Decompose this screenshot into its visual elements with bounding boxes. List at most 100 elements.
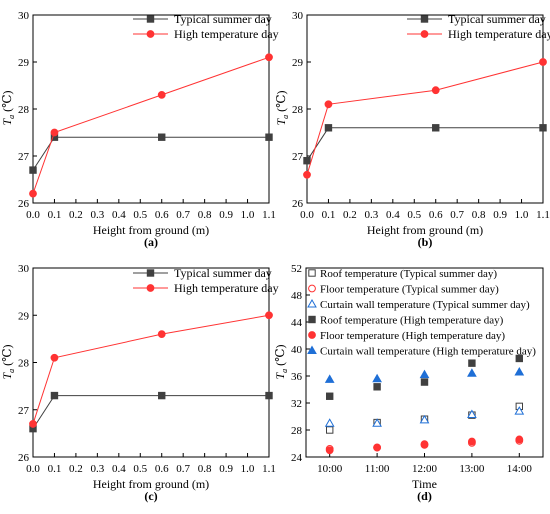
x-tick-label: 0.0: [300, 209, 314, 221]
data-point: [325, 446, 334, 455]
series-group: Typical summer day: [303, 12, 547, 165]
legend-marker: [146, 30, 155, 38]
series-group: High temperature day: [303, 27, 550, 179]
data-point: [373, 383, 381, 391]
data-point: [432, 124, 440, 132]
y-tick-label: 26: [18, 198, 30, 210]
y-tick-label: 44: [291, 317, 303, 329]
y-tick-label: 29: [18, 57, 30, 69]
x-tick-label: 0.2: [69, 209, 83, 221]
x-tick-label: 0.7: [176, 209, 190, 221]
x-axis-label: Time: [412, 477, 437, 491]
legend-marker: [308, 315, 316, 324]
y-tick-label: 26: [292, 198, 304, 210]
data-point: [539, 124, 547, 132]
data-point: [265, 391, 273, 400]
legend-marker: [308, 284, 316, 293]
legend-marker: [146, 15, 155, 23]
x-tick-label: 0.5: [407, 209, 421, 221]
y-tick-label: 32: [291, 398, 302, 410]
y-axis-label-sub: a: [7, 115, 16, 119]
x-tick-label: 0.3: [364, 209, 378, 221]
data-point: [420, 440, 429, 449]
x-tick-label: 1.1: [262, 463, 276, 475]
legend-label: Curtain wall temperature (Typical summer…: [320, 299, 530, 311]
legend-label: Roof temperature (Typical summer day): [320, 268, 497, 280]
y-axis-label-main: T: [0, 372, 14, 380]
y-tick-label: 28: [292, 104, 304, 116]
series-group: Curtain wall temperature (Typical summer…: [307, 298, 530, 427]
series-line: [32, 136, 269, 171]
x-tick-label: 0.8: [198, 463, 212, 475]
y-tick-label: 26: [18, 452, 30, 464]
legend-label: High temperature day: [174, 281, 279, 295]
data-point: [419, 369, 430, 379]
x-tick-label: 13:00: [459, 463, 485, 475]
data-point: [265, 53, 273, 62]
series-group: Roof temperature (High temperature day): [308, 315, 523, 400]
y-tick-label: 28: [18, 358, 30, 370]
panel-label: (a): [144, 235, 158, 249]
y-axis-label-unit: (℃): [274, 90, 288, 114]
panel-label: (b): [418, 235, 433, 249]
x-tick-label: 0.9: [219, 463, 233, 475]
data-point: [265, 133, 273, 141]
x-tick-label: 0.6: [155, 209, 169, 221]
x-tick-label: 0.7: [176, 463, 190, 475]
x-axis-label: Height from ground (m): [367, 223, 483, 237]
y-tick-label: 29: [292, 57, 304, 69]
x-tick-label: 0.9: [493, 209, 507, 221]
plot-frame: [32, 267, 270, 458]
y-tick-label: 52: [291, 263, 302, 275]
y-tick-label: 28: [18, 104, 30, 116]
chart-panel: 24 28 32 36 40 44 48 52 10:00 11:00 12:00 13:00 14:0…: [273, 263, 544, 503]
x-axis-label: Height from ground (m): [93, 223, 209, 237]
series-group: Typical summer day: [29, 12, 273, 174]
data-point: [326, 426, 334, 434]
legend-label: Typical summer day: [448, 12, 546, 26]
y-axis-label: Ta (℃): [274, 90, 290, 125]
series-group: Typical summer day: [29, 266, 273, 433]
legend-marker: [307, 298, 317, 308]
y-tick-label: 27: [292, 151, 304, 163]
data-point: [514, 366, 525, 376]
x-tick-label: 1.0: [515, 209, 529, 221]
x-tick-label: 0.1: [48, 463, 62, 475]
data-point: [420, 378, 429, 386]
data-point: [157, 330, 166, 339]
x-tick-label: 0.6: [155, 463, 169, 475]
plot-frame: [306, 14, 544, 204]
y-axis-label: Ta (℃): [0, 344, 16, 379]
x-tick-label: 0.0: [26, 463, 40, 475]
y-tick-label: 27: [18, 405, 30, 417]
y-axis-label-main: T: [273, 372, 287, 380]
x-tick-label: 1.0: [241, 209, 255, 221]
legend-marker: [146, 269, 155, 277]
legend-marker: [420, 30, 429, 38]
y-axis-label-sub: a: [281, 115, 290, 119]
chart-panel: 26 27 28 29 30 0.0 0.1 0.2 0.3 0.4 0.5 0.6 0.7 0.8 0.9…: [274, 10, 550, 249]
x-tick-label: 14:00: [507, 463, 533, 475]
y-axis-label-main: T: [274, 118, 288, 126]
data-point: [29, 189, 37, 198]
data-point: [514, 406, 525, 415]
data-point: [50, 391, 59, 400]
data-point: [29, 166, 37, 174]
panel-label: (d): [417, 489, 432, 503]
x-tick-label: 0.7: [450, 209, 464, 221]
series-line: [306, 61, 544, 175]
data-point: [324, 100, 333, 109]
data-point: [29, 420, 37, 428]
y-tick-label: 29: [18, 310, 30, 322]
data-point: [539, 58, 547, 66]
x-tick-label: 0.2: [343, 209, 357, 221]
y-axis-label-unit: (℃): [273, 344, 287, 368]
legend-label: Roof temperature (High temperature day): [320, 315, 504, 327]
data-point: [372, 373, 382, 383]
data-point: [372, 418, 382, 427]
chart-panel: 26 27 28 29 30 0.0 0.1 0.2 0.3 0.4 0.5 0.6 0.7 0.8 0.9…: [0, 263, 279, 503]
series-group: High temperature day: [29, 27, 279, 198]
y-axis-label: Ta (℃): [273, 344, 289, 379]
x-tick-label: 1.1: [262, 209, 276, 221]
